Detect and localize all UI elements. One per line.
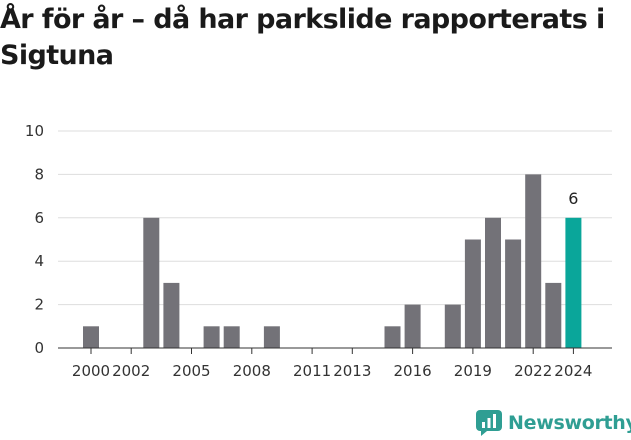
brand-logo: Newsworthy xyxy=(476,406,631,440)
bar-2015 xyxy=(384,326,401,348)
y-tick-label-4: 4 xyxy=(34,252,44,270)
x-tick-label-2008: 2008 xyxy=(233,362,271,380)
bar-2024 xyxy=(565,217,582,348)
y-tick-label-8: 8 xyxy=(34,165,44,183)
x-tick-label-2016: 2016 xyxy=(394,362,432,380)
y-tick-label-0: 0 xyxy=(34,339,44,357)
x-tick-label-2022: 2022 xyxy=(514,362,552,380)
x-axis: 2000 2002 2005 2008 2011 2013 2016 2019 2022 2024 xyxy=(58,347,612,380)
y-tick-label-10: 10 xyxy=(25,122,44,140)
bar-2000 xyxy=(83,326,99,348)
x-tick-label-2000: 2000 xyxy=(72,362,110,380)
newsworthy-logo-icon xyxy=(476,410,502,436)
bar-2020 xyxy=(485,217,501,348)
x-tick-label-2024: 2024 xyxy=(554,362,592,380)
bar-2018 xyxy=(444,304,461,348)
x-tick-label-2013: 2013 xyxy=(333,362,371,380)
x-tick-label-2019: 2019 xyxy=(454,362,492,380)
bar-2003 xyxy=(143,217,160,348)
x-tick-label-2002: 2002 xyxy=(112,362,150,380)
data-label-2024: 6 xyxy=(568,189,578,208)
bar-2023 xyxy=(545,282,562,348)
y-tick-label-2: 2 xyxy=(34,296,44,314)
bar-2021 xyxy=(505,239,522,348)
y-tick-label-6: 6 xyxy=(34,209,44,227)
bar-2006 xyxy=(203,326,220,348)
bars xyxy=(83,174,582,348)
bar-2019 xyxy=(464,239,481,348)
bar-2007 xyxy=(223,326,240,348)
bar-2009 xyxy=(263,326,280,348)
data-labels: 6 xyxy=(568,189,578,208)
bar-2016 xyxy=(404,304,421,348)
x-tick-label-2005: 2005 xyxy=(172,362,210,380)
x-tick-label-2011: 2011 xyxy=(293,362,331,380)
bar-2004 xyxy=(163,282,180,348)
chart-title: År för år – då har parkslide rapporterat… xyxy=(0,4,605,71)
brand-name: Newsworthy xyxy=(508,412,631,434)
bar-2022 xyxy=(525,174,542,348)
y-axis-ticks: 0 2 4 6 8 10 xyxy=(25,122,44,357)
